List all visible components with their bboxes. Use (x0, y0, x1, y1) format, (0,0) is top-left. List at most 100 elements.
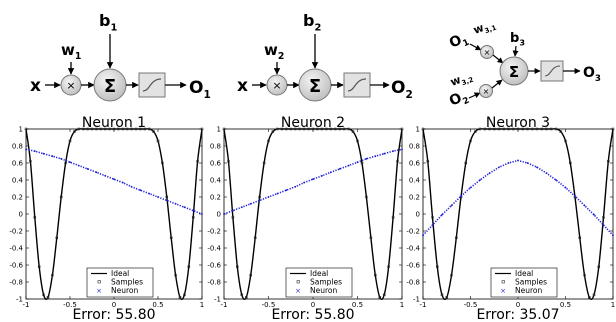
neuron-point (95, 171, 98, 174)
sample-point (130, 127, 133, 131)
sample-point (125, 127, 129, 131)
sample-point (249, 273, 252, 277)
y-tick-label: -0.8 (9, 279, 23, 287)
multiply-node-icon: × (479, 84, 493, 98)
weight-1-label: w1 (61, 41, 81, 62)
sample-point (450, 273, 453, 277)
weight-3-2-label: w3,2 (449, 69, 475, 91)
y-tick-label: -0.6 (9, 262, 23, 270)
sample-point (531, 127, 534, 131)
sample-point (488, 127, 491, 131)
sample-point (329, 127, 333, 131)
sample-point (526, 127, 529, 131)
y-tick-label: 0.6 (409, 160, 421, 168)
multiply-node-icon: × (266, 74, 288, 96)
neuron-point (602, 224, 605, 227)
neuron-point (401, 148, 403, 151)
neuron-point (86, 168, 89, 170)
sample-point (445, 296, 449, 299)
legend-entry: Neuron (310, 286, 337, 295)
y-tick-label: -0.6 (207, 262, 221, 270)
chart-neuron-2: Neuron 2 -1 -0.8 -0.6 -0.4 -0.2 0 0.2 0.4 0.6 0.8 1… (207, 115, 404, 322)
sample-point (559, 130, 563, 133)
sample-point (521, 127, 525, 131)
neuron-point (33, 150, 36, 153)
neuron-point (450, 204, 453, 207)
neuron-point (365, 157, 368, 160)
neuron-point (392, 150, 394, 153)
sample-point (231, 216, 235, 219)
neuron-point (201, 213, 203, 215)
y-tick-label: 0.2 (12, 194, 23, 202)
neuron-point (374, 155, 377, 158)
sample-point (512, 127, 515, 131)
neuron-point (312, 178, 314, 181)
neuron-point (165, 199, 168, 202)
svg-text:×: × (295, 287, 301, 295)
neuron-point (555, 179, 557, 181)
sample-point (320, 127, 324, 131)
neuron-point (258, 199, 261, 202)
sample-point (396, 160, 399, 163)
sample-point (597, 265, 601, 268)
sigmoid-activation-icon (343, 72, 371, 98)
summation-node-icon: Σ (499, 56, 529, 86)
y-tick-label: 0.2 (409, 194, 420, 202)
y-tick-label: 0.4 (409, 177, 421, 185)
sample-point (24, 127, 28, 131)
legend-entry: Neuron (111, 286, 138, 295)
x-tick-label: 0 (516, 301, 520, 309)
sample-point (134, 127, 138, 131)
neuron-point (593, 213, 595, 216)
sample-point (222, 127, 226, 131)
sample-point (469, 139, 472, 143)
multiply-node-icon: × (60, 74, 82, 96)
neuron-point (536, 166, 538, 169)
sample-point (569, 161, 572, 165)
x-tick-label: 0.5 (152, 301, 163, 309)
x-tick-label: 0.5 (560, 301, 571, 309)
neuron-3-diagram: O1 × w3,1 O2 × w3,2 Σ b3 O3 (447, 17, 601, 110)
sample-point (464, 161, 468, 165)
neuron-point (545, 172, 548, 175)
neuron-point (329, 171, 332, 174)
output-3-label: O3 (583, 65, 601, 84)
x-tick-label: 1 (400, 301, 404, 309)
sample-point (112, 127, 116, 131)
sample-point (64, 161, 67, 165)
legend-entry: Ideal (515, 269, 533, 278)
weight-3-1-label: w3,1 (472, 17, 498, 39)
bias-1-label: b1 (99, 11, 117, 34)
neuron-point (60, 157, 63, 160)
legend-entry: Ideal (111, 269, 129, 278)
y-tick-label: -0.4 (406, 245, 420, 253)
x-tick-label: 1 (611, 301, 615, 309)
y-tick-label: -1 (413, 296, 420, 304)
y-tick-label: -0.2 (406, 228, 420, 236)
sample-point (280, 127, 284, 131)
sample-point (33, 216, 37, 219)
neuron-point (321, 174, 323, 177)
svg-text:×: × (66, 79, 75, 92)
sample-point (493, 127, 496, 131)
x-tick-label: -1 (420, 301, 427, 309)
neuron-point (441, 213, 443, 216)
sample-point (196, 160, 199, 163)
y-tick-label: 0.6 (12, 160, 24, 168)
y-tick-label: -0.2 (9, 228, 23, 236)
legend-entry: Ideal (310, 269, 328, 278)
sample-point (325, 127, 328, 131)
error-caption: Error: 55.80 (271, 307, 354, 322)
sample-point (535, 127, 539, 131)
neuron-point (303, 181, 305, 184)
sample-point (369, 236, 373, 240)
neuron-point (431, 224, 434, 227)
sample-point (139, 127, 142, 131)
sample-point (540, 127, 544, 131)
error-caption: Error: 35.07 (476, 307, 559, 322)
error-caption: Error: 55.80 (72, 307, 155, 322)
legend-entry: Samples (310, 278, 342, 287)
sample-point (583, 273, 586, 277)
sample-point (59, 195, 63, 199)
